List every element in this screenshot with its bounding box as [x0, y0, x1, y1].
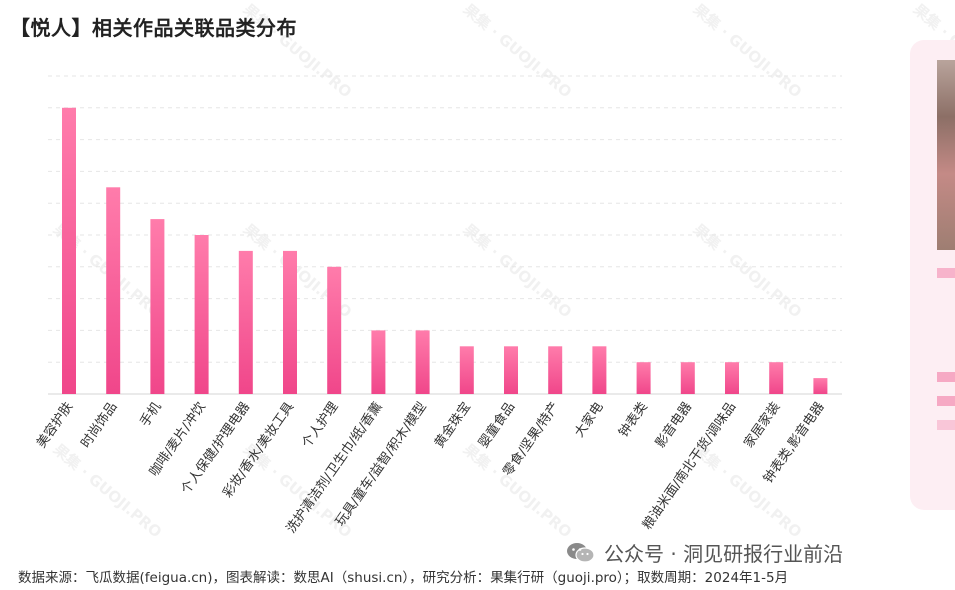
bar — [371, 330, 386, 394]
x-tick-label: 大家电 — [571, 399, 606, 440]
side-legend-swatch — [937, 372, 955, 382]
bar — [459, 346, 474, 394]
wechat-label: 公众号 · 洞见研报行业前沿 — [604, 542, 844, 566]
bar — [592, 346, 607, 394]
bar — [283, 250, 297, 394]
bar — [62, 107, 76, 395]
bar — [769, 362, 784, 394]
bar — [680, 362, 695, 394]
bars — [62, 107, 828, 395]
bar — [813, 378, 828, 394]
x-tick-label: 手机 — [137, 400, 164, 430]
bar — [415, 330, 430, 394]
wechat-account: 公众号 · 洞见研报行业前沿 — [566, 538, 843, 567]
bar — [238, 250, 253, 394]
wechat-icon — [567, 542, 595, 563]
side-legend-swatch — [937, 420, 955, 430]
x-tick-label: 个人护理 — [299, 400, 341, 451]
x-tick-label: 美容护肤 — [33, 399, 76, 451]
x-tick-label: 家居家装 — [741, 399, 784, 451]
bar — [504, 346, 518, 394]
bar — [636, 362, 651, 394]
side-legend-swatch — [937, 396, 955, 406]
bar — [150, 219, 165, 394]
x-tick-label: 婴童食品 — [475, 399, 518, 451]
x-tick-label: 粮油米面/南北干货/调味品 — [639, 399, 739, 532]
bar — [194, 235, 209, 394]
side-thumbnail — [937, 60, 955, 250]
bar — [548, 346, 563, 394]
grid-lines — [48, 75, 842, 395]
x-tick-label: 钟表类 — [615, 399, 650, 440]
bar — [106, 187, 121, 394]
x-tick-label: 黄金珠宝 — [431, 399, 474, 451]
side-legend-swatch — [937, 268, 955, 278]
x-tick-label: 影音电器 — [652, 399, 695, 451]
bar — [327, 266, 342, 394]
x-tick-label: 时尚饰品 — [78, 400, 120, 451]
bar — [725, 362, 739, 394]
chart-title: 【悦人】相关作品关联品类分布 — [10, 16, 297, 40]
x-tick-label: 玩具/童车/益智/积木/模型 — [332, 399, 430, 529]
source-footer: 数据来源：飞瓜数据(feigua.cn)，图表解读：数思AI（shusi.cn）… — [18, 570, 789, 586]
